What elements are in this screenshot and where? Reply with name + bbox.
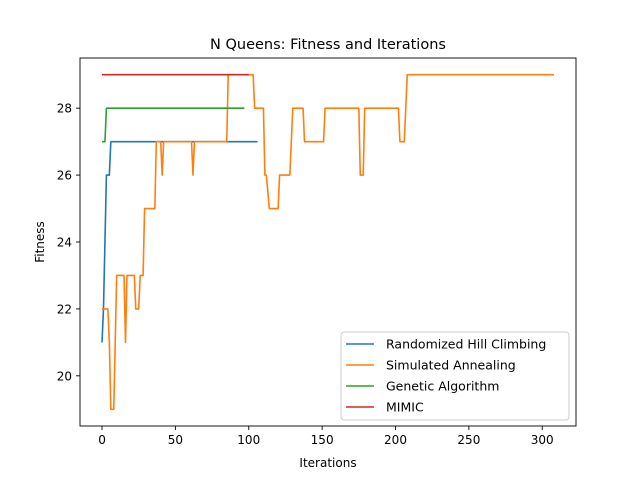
x-tick-label: 250 — [457, 433, 480, 447]
y-tick-label: 26 — [57, 169, 72, 183]
legend-label-0: Randomized Hill Climbing — [386, 337, 546, 352]
legend-box — [340, 331, 570, 421]
axes: 0 50 100 150 200 250 300 20 22 24 26 28 — [57, 57, 577, 447]
x-tick-label: 150 — [311, 433, 334, 447]
y-tick-label: 22 — [57, 302, 72, 316]
y-tick-label: 24 — [57, 236, 72, 250]
legend-label-3: MIMIC — [386, 400, 424, 415]
y-axis-label: Fitness — [33, 221, 47, 263]
chart-title: N Queens: Fitness and Iterations — [210, 37, 446, 53]
legend: Randomized Hill Climbing Simulated Anneal… — [340, 331, 570, 421]
legend-label-1: Simulated Annealing — [386, 358, 516, 373]
x-tick-label: 300 — [531, 433, 554, 447]
x-tick-label: 200 — [384, 433, 407, 447]
y-tick-label: 28 — [57, 102, 72, 116]
x-tick-label: 100 — [237, 433, 260, 447]
x-tick-label: 50 — [168, 433, 183, 447]
series-line-2 — [102, 107, 245, 143]
x-tick-label: 0 — [98, 433, 106, 447]
plot-lines — [101, 73, 554, 411]
x-axis-label: Iterations — [299, 456, 356, 470]
legend-label-2: Genetic Algorithm — [386, 379, 499, 394]
y-tick-label: 20 — [57, 369, 72, 383]
